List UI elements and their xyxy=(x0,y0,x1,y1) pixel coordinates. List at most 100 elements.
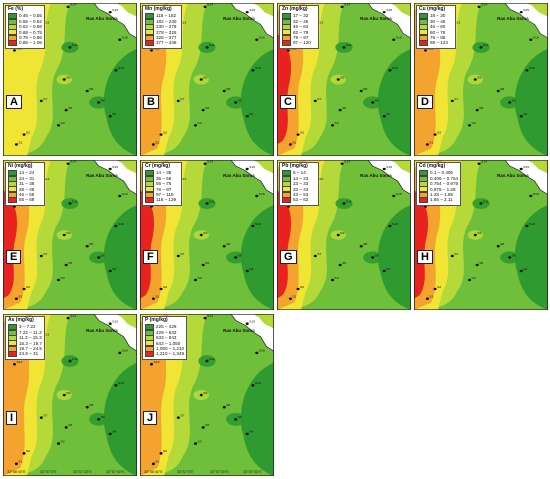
peninsula-zone xyxy=(252,160,274,174)
station-label: S16 xyxy=(122,36,128,40)
station-marker: S6 xyxy=(234,415,242,421)
legend-swatch xyxy=(145,351,154,358)
station-label: S1 xyxy=(18,295,23,298)
station-marker: S16 xyxy=(118,349,128,355)
station-label: S15 xyxy=(249,165,255,168)
station-marker: S5 xyxy=(64,423,73,429)
station-marker: S10 xyxy=(251,222,261,228)
legend-label: 15.3 – 19.7 xyxy=(19,340,42,346)
map-panel-b: S14S13S12S15S16S11S10S9S8S7S6S5S4S3S2S1M… xyxy=(140,3,274,156)
station-marker: S5 xyxy=(201,106,210,112)
station-marker: S16 xyxy=(392,36,402,41)
station-label: S9 xyxy=(66,76,71,80)
station-marker: S7 xyxy=(39,252,48,258)
station-marker: S11 xyxy=(205,200,215,205)
station-label: S8 xyxy=(89,87,94,91)
station-marker: S12 xyxy=(149,360,160,366)
place-name-label: Ras Abu Soma xyxy=(223,172,255,178)
station-marker: S15 xyxy=(519,8,530,14)
station-label: S7 xyxy=(43,252,48,255)
station-marker: S10 xyxy=(114,381,124,387)
station-label: S4 xyxy=(112,267,117,270)
station-label: S6 xyxy=(512,99,517,103)
station-label: S15 xyxy=(249,320,255,324)
place-name-label: Ras Abu Soma xyxy=(86,327,118,333)
station-marker: S14 xyxy=(203,314,213,320)
coastline xyxy=(93,160,137,195)
station-marker: S9 xyxy=(62,231,71,237)
station-label: S16 xyxy=(396,192,402,195)
station-marker: S4 xyxy=(519,112,528,118)
station-label: S8 xyxy=(226,243,231,246)
station-marker: S9 xyxy=(336,76,345,81)
station-marker: S3 xyxy=(193,440,202,445)
station-marker: S6 xyxy=(97,99,105,104)
legend-label: 76 – 88 xyxy=(430,34,446,40)
station-marker: S7 xyxy=(39,97,48,103)
station-marker: S9 xyxy=(336,231,345,237)
station-marker: S16 xyxy=(255,36,265,41)
contour-zone-low xyxy=(514,205,548,310)
station-marker: S15 xyxy=(108,165,119,171)
station-marker: S1 xyxy=(14,460,23,466)
station-label: S16 xyxy=(122,349,128,353)
station-marker: S6 xyxy=(508,254,516,259)
longitude-label: 33°57'40"E xyxy=(106,470,125,474)
station-label: S10 xyxy=(118,381,124,385)
longitude-label: 33°57'20"E xyxy=(210,470,229,474)
station-label: S6 xyxy=(101,415,105,419)
station-label: S9 xyxy=(477,76,482,80)
station-label: S14 xyxy=(344,160,350,163)
station-label: S11 xyxy=(346,200,352,203)
station-marker: S1 xyxy=(151,295,160,300)
station-marker: S11 xyxy=(205,44,215,49)
station-marker: S6 xyxy=(234,99,242,104)
map-frame xyxy=(3,314,137,476)
legend-label: 0.68 – 0.75 xyxy=(19,29,42,35)
station-marker: S6 xyxy=(371,99,379,104)
station-marker: S11 xyxy=(342,44,352,49)
coastline xyxy=(93,314,137,352)
station-label: S12 xyxy=(16,360,22,364)
peninsula-zone xyxy=(526,160,548,174)
panel-letter: H xyxy=(417,250,433,264)
station-marker: S15 xyxy=(108,320,118,326)
station-marker: S16 xyxy=(392,192,402,198)
station-marker: S7 xyxy=(313,97,322,103)
map-frame xyxy=(140,314,274,476)
place-name-label: Ras Abu Soma xyxy=(223,16,255,21)
station-label: S10 xyxy=(255,222,261,225)
station-label: S13 xyxy=(454,21,460,25)
station-label: S3 xyxy=(60,276,65,279)
legend-label: 88 – 124 xyxy=(430,40,448,46)
legend-label: 3 – 7.22 xyxy=(19,324,36,330)
station-marker: S5 xyxy=(338,106,347,112)
station-label: S4 xyxy=(523,267,528,270)
station-marker: S14 xyxy=(340,3,350,9)
legend-entry: 53 – 62 xyxy=(282,197,316,204)
legend-label: 326 – 377 xyxy=(156,34,177,40)
station-label: S15 xyxy=(523,8,529,12)
station-label: S3 xyxy=(334,122,339,126)
station-marker: S3 xyxy=(330,276,339,282)
coastline xyxy=(230,3,274,39)
legend-label: 0.1 – 0.406 xyxy=(430,170,453,176)
legend-label: 23 – 33 xyxy=(293,181,309,187)
station-label: S6 xyxy=(238,415,242,419)
station-marker: S11 xyxy=(68,357,78,363)
coastline xyxy=(93,3,137,39)
station-marker: S2 xyxy=(296,285,304,291)
contour-zone-low xyxy=(240,205,274,310)
legend-label: 46 – 62 xyxy=(293,24,309,30)
station-label: S9 xyxy=(66,231,71,234)
station-marker: S8 xyxy=(85,87,94,93)
legend-label: 7.22 – 11.3 xyxy=(19,329,42,335)
station-label: S3 xyxy=(334,276,339,279)
legend-entry: 24.5 – 31 xyxy=(8,351,42,358)
station-marker: S14 xyxy=(66,160,76,165)
longitude-label: 33°56'40"E xyxy=(7,470,26,474)
contour-zone-5 xyxy=(140,190,155,299)
station-label: S6 xyxy=(238,254,243,257)
station-marker: S8 xyxy=(85,243,94,248)
legend-entry: 55 – 69 xyxy=(8,197,42,204)
